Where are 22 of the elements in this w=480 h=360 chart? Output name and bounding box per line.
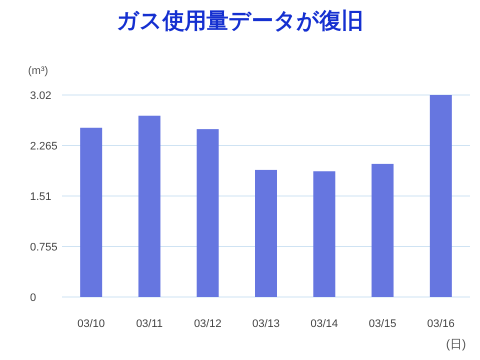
y-tick-label: 0: [30, 292, 36, 304]
x-tick-label: 03/11: [136, 318, 163, 330]
y-axis-title: (m³): [28, 65, 48, 77]
x-tick-label: 03/15: [368, 318, 396, 330]
bar: [80, 128, 102, 297]
x-tick-label: 03/12: [194, 318, 222, 330]
x-tick-label: 03/10: [77, 318, 105, 330]
y-tick-label: 1.51: [30, 191, 52, 203]
x-tick-label: 03/13: [252, 318, 280, 330]
x-tick-label: 03/14: [310, 318, 338, 330]
bar: [313, 171, 336, 297]
bar: [255, 170, 277, 297]
y-tick-label: 3.02: [30, 90, 52, 102]
bar: [196, 129, 219, 297]
x-axis-title: (日): [446, 337, 466, 351]
x-tick-label: 03/16: [427, 318, 455, 330]
bar: [138, 116, 160, 297]
bar: [430, 95, 452, 297]
bar: [372, 164, 394, 297]
chart-title: ガス使用量データが復旧: [116, 8, 364, 33]
y-tick-label: 2.265: [30, 140, 58, 152]
y-tick-label: 0.755: [30, 242, 58, 254]
